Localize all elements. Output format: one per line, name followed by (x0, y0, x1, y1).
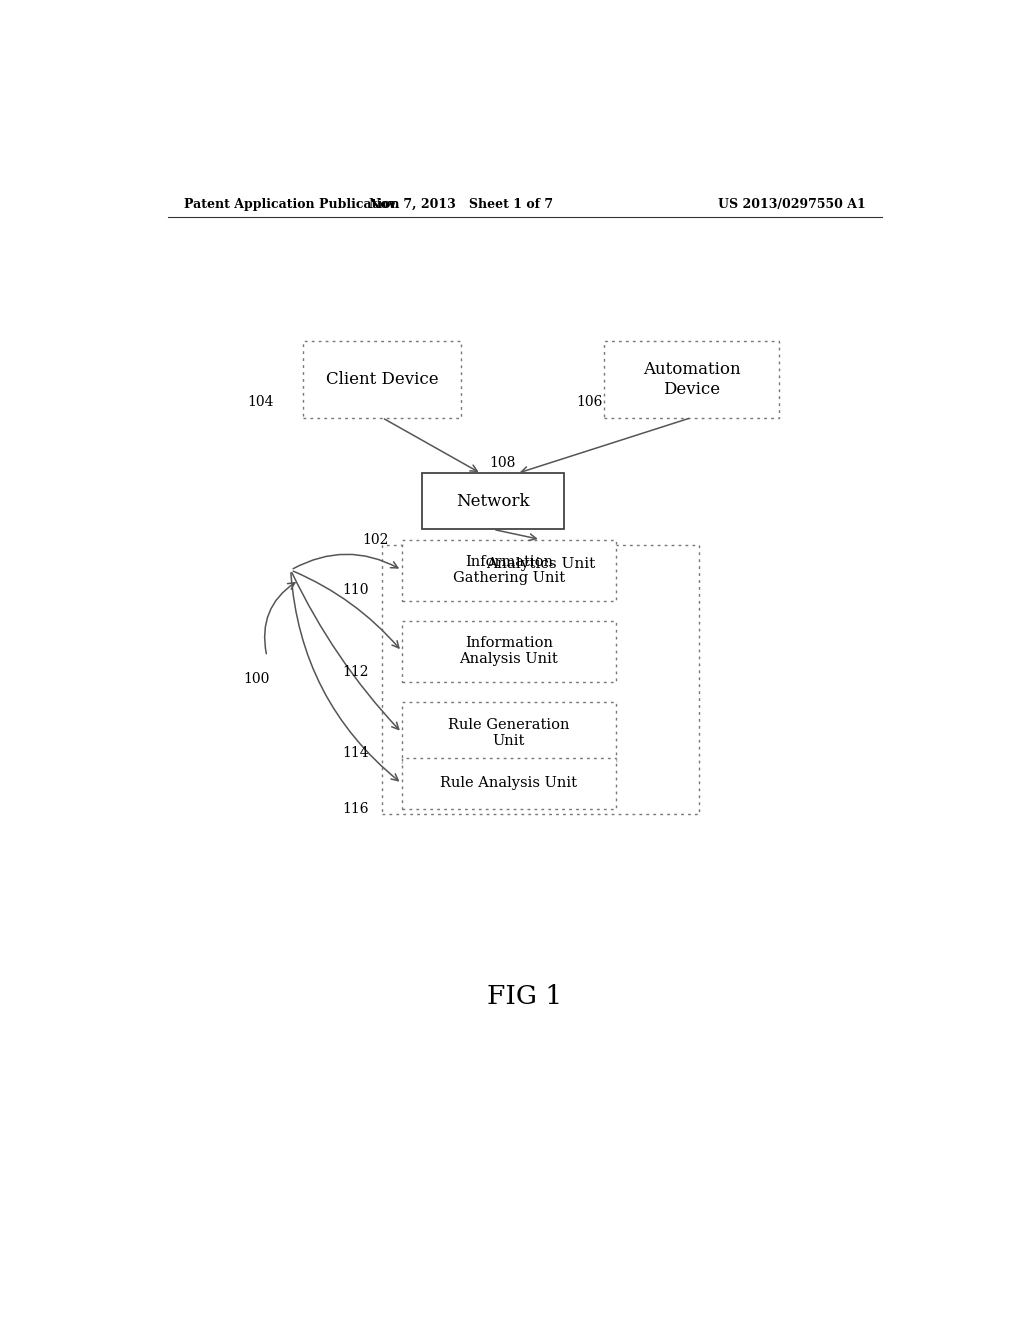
Text: Rule Analysis Unit: Rule Analysis Unit (440, 776, 578, 791)
Text: 112: 112 (342, 665, 369, 678)
Text: Information
Gathering Unit: Information Gathering Unit (453, 554, 565, 585)
Bar (382, 545, 699, 814)
Bar (401, 758, 616, 809)
Text: US 2013/0297550 A1: US 2013/0297550 A1 (718, 198, 866, 211)
Text: FIG 1: FIG 1 (487, 985, 562, 1010)
Text: 104: 104 (247, 395, 273, 409)
Text: Patent Application Publication: Patent Application Publication (183, 198, 399, 211)
Bar (604, 342, 778, 417)
Bar (401, 620, 616, 682)
Text: Analytics Unit: Analytics Unit (486, 557, 595, 570)
Text: 116: 116 (342, 801, 369, 816)
Text: 110: 110 (342, 583, 369, 598)
Bar (401, 540, 616, 601)
Text: Information
Analysis Unit: Information Analysis Unit (460, 636, 558, 667)
Text: Client Device: Client Device (326, 371, 438, 388)
Text: 100: 100 (243, 672, 269, 686)
Bar (401, 702, 616, 763)
Text: Nov. 7, 2013   Sheet 1 of 7: Nov. 7, 2013 Sheet 1 of 7 (370, 198, 553, 211)
Text: 108: 108 (489, 457, 515, 470)
Bar (422, 474, 564, 529)
Text: 114: 114 (342, 746, 369, 760)
Text: Rule Generation
Unit: Rule Generation Unit (449, 718, 569, 747)
Text: 106: 106 (577, 395, 603, 409)
Text: Automation
Device: Automation Device (643, 362, 740, 397)
Text: Network: Network (457, 492, 529, 510)
Text: 102: 102 (362, 532, 388, 546)
Bar (303, 342, 461, 417)
